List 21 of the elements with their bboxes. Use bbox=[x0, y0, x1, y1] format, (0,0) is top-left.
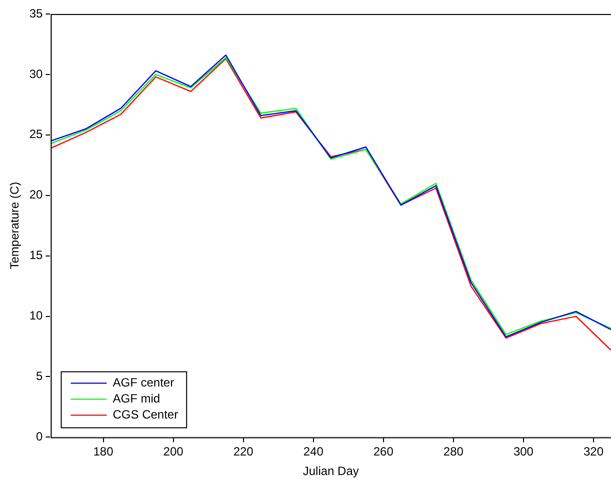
x-tick-label: 180 bbox=[93, 444, 114, 459]
x-tick-label: 260 bbox=[373, 444, 394, 459]
x-tick-label: 300 bbox=[513, 444, 534, 459]
legend-label: AGF mid bbox=[112, 392, 160, 406]
y-axis-title: Temperature (C) bbox=[8, 182, 22, 270]
x-tick-label: 320 bbox=[583, 444, 604, 459]
y-tick-label: 10 bbox=[29, 308, 44, 323]
y-tick-label: 15 bbox=[29, 248, 44, 262]
x-tick-label: 220 bbox=[233, 444, 254, 459]
x-tick-label: 280 bbox=[443, 444, 464, 459]
y-tick-label: 30 bbox=[29, 66, 44, 81]
y-tick-label: 20 bbox=[29, 188, 44, 202]
x-tick-label: 240 bbox=[303, 444, 324, 459]
x-tick-label: 200 bbox=[163, 444, 184, 459]
y-tick-label: 25 bbox=[29, 127, 44, 142]
y-tick-label: 0 bbox=[36, 430, 44, 444]
legend-label: CGS Center bbox=[112, 408, 178, 422]
x-axis-title: Julian Day bbox=[302, 464, 359, 478]
y-tick-label: 35 bbox=[29, 6, 44, 20]
y-tick-label: 5 bbox=[36, 369, 44, 384]
legend-label: AGF center bbox=[112, 376, 174, 390]
